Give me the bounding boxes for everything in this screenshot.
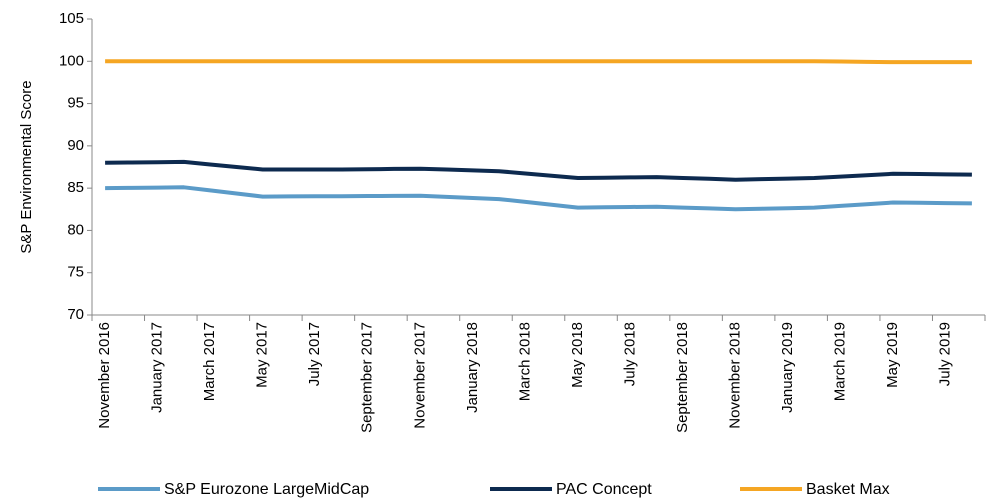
x-tick-label: November 2017: [411, 322, 428, 429]
y-tick-label: 95: [67, 95, 84, 112]
x-tick-label: May 2019: [884, 322, 901, 388]
x-tick-label: January 2019: [779, 322, 796, 413]
y-tick-label: 105: [59, 10, 84, 27]
x-tick-label: July 2017: [306, 322, 323, 386]
y-tick-label: 85: [67, 179, 84, 196]
x-tick-label: May 2018: [569, 322, 586, 388]
x-tick-label: July 2018: [621, 322, 638, 386]
x-tick-label: November 2016: [96, 322, 113, 429]
line-series: [105, 185, 972, 212]
x-tick-label: March 2019: [832, 322, 849, 401]
x-tick-label: September 2018: [674, 322, 691, 433]
y-tick-label: 75: [67, 264, 84, 281]
x-tick-label: May 2017: [254, 322, 271, 388]
legend-label: Basket Max: [806, 481, 890, 498]
x-tick-label: March 2018: [516, 322, 533, 401]
x-tick-label: November 2018: [726, 322, 743, 429]
legend-label: S&P Eurozone LargeMidCap: [164, 481, 369, 498]
y-tick-label: 80: [67, 221, 84, 238]
x-tick-label: July 2019: [937, 322, 954, 386]
line-series: [105, 159, 972, 182]
y-tick-label: 70: [67, 306, 84, 323]
line-series: [105, 59, 972, 65]
x-tick-label: January 2017: [149, 322, 166, 413]
x-tick-label: January 2018: [464, 322, 481, 413]
y-axis-label: S&P Environmental Score: [18, 80, 35, 253]
x-tick-label: September 2017: [359, 322, 376, 433]
y-tick-label: 90: [67, 137, 84, 154]
legend-label: PAC Concept: [556, 481, 652, 498]
x-tick-label: March 2017: [201, 322, 218, 401]
y-tick-label: 100: [59, 52, 84, 69]
